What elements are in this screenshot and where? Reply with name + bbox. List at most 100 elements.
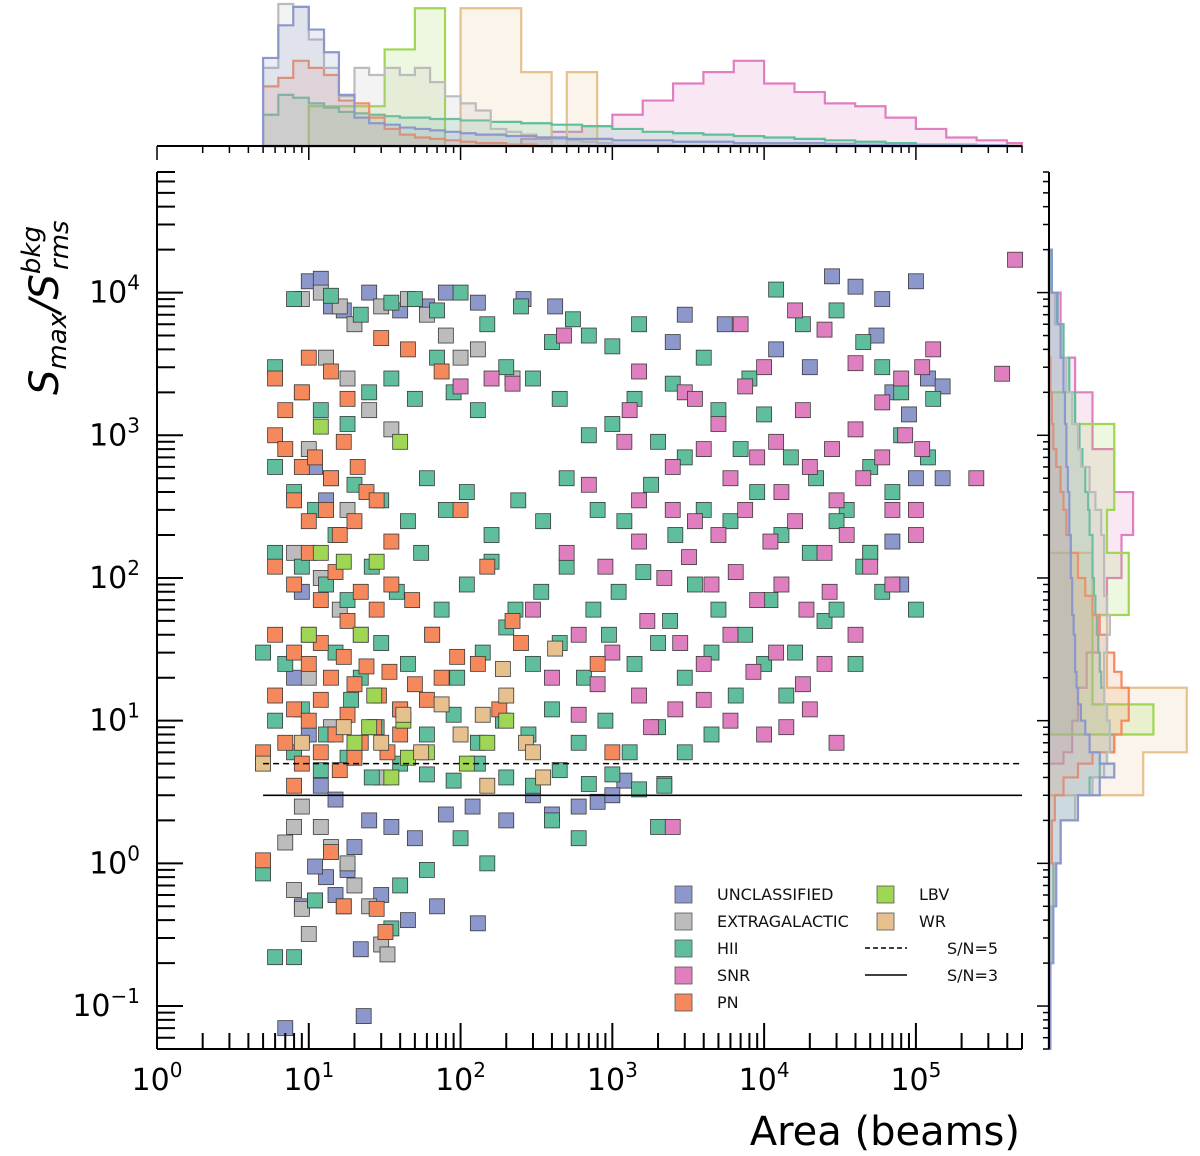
point-snr: [768, 644, 785, 661]
point-hii: [551, 762, 568, 779]
point-snr: [897, 427, 914, 444]
point-snr: [604, 644, 621, 661]
point-snr: [483, 370, 500, 387]
point-hii: [749, 484, 766, 500]
point-unclassified: [361, 284, 378, 301]
legend-item-s-n-3: S/N=3: [865, 966, 998, 985]
point-pn: [449, 648, 466, 665]
point-extragalactic: [469, 341, 486, 358]
point-snr: [925, 341, 942, 358]
point-extragalactic: [293, 798, 310, 815]
point-snr: [787, 513, 804, 530]
point-pn: [418, 691, 435, 708]
point-snr: [756, 726, 773, 743]
point-hii: [925, 390, 942, 407]
point-pn: [277, 441, 294, 458]
point-hii: [312, 762, 329, 779]
point-hii: [756, 406, 773, 423]
point-unclassified: [383, 819, 400, 835]
legend-label: S/N=3: [947, 966, 998, 985]
legend-item-hii: HII: [674, 939, 738, 958]
series-snr: [452, 251, 1023, 835]
point-hii: [406, 291, 423, 308]
point-snr: [816, 544, 833, 561]
point-snr: [838, 527, 855, 543]
point-extragalactic: [379, 946, 396, 963]
point-snr: [664, 501, 681, 518]
point-snr: [722, 712, 739, 729]
y-tick-label: 104: [89, 271, 140, 311]
point-snr: [794, 402, 811, 419]
point-snr: [656, 570, 673, 586]
point-lbv: [300, 626, 317, 643]
point-hii: [710, 402, 727, 419]
point-hii: [604, 338, 621, 355]
point-unclassified: [346, 839, 363, 855]
point-unclassified: [429, 898, 445, 915]
point-hii: [429, 349, 445, 366]
point-hii: [525, 655, 541, 672]
point-snr: [773, 576, 790, 593]
point-wr: [547, 640, 564, 657]
point-snr: [667, 701, 684, 718]
point-wr: [498, 687, 515, 704]
point-unclassified: [824, 268, 840, 285]
point-extragalactic: [300, 669, 317, 686]
point-snr: [643, 719, 659, 736]
point-hii: [513, 298, 529, 315]
point-pn: [323, 470, 339, 487]
point-pn: [349, 459, 366, 475]
point-hii: [418, 470, 435, 487]
x-tick-label: 104: [739, 1058, 790, 1098]
point-extragalactic: [361, 402, 378, 419]
point-hii: [874, 359, 891, 376]
point-pn: [267, 687, 284, 704]
point-unclassified: [884, 533, 901, 550]
point-pn: [293, 459, 310, 475]
point-unclassified: [716, 316, 733, 333]
point-snr: [884, 501, 901, 518]
x-tick-label: 102: [435, 1058, 486, 1098]
point-hii: [576, 669, 592, 686]
point-snr: [908, 527, 924, 543]
point-snr: [756, 359, 773, 376]
point-pn: [335, 898, 352, 915]
point-snr: [727, 564, 744, 580]
point-extragalactic: [312, 819, 329, 835]
point-snr: [722, 470, 739, 487]
series-wr: [255, 640, 564, 794]
point-snr: [884, 576, 901, 593]
point-unclassified: [908, 470, 924, 487]
point-hii: [676, 669, 693, 686]
point-unclassified: [286, 669, 302, 686]
point-unclassified: [406, 830, 423, 847]
point-lbv: [498, 712, 515, 729]
point-snr: [828, 492, 845, 509]
point-unclassified: [589, 793, 606, 810]
point-pn: [286, 576, 302, 593]
point-hii: [558, 558, 575, 575]
point-snr: [908, 501, 924, 518]
point-hii: [768, 281, 785, 298]
point-pn: [331, 762, 348, 779]
point-hii: [452, 830, 469, 847]
legend-swatch: [876, 885, 895, 904]
point-pn: [346, 513, 363, 530]
point-unclassified: [464, 798, 481, 815]
point-unclassified: [934, 378, 951, 395]
legend-item-pn: PN: [674, 993, 739, 1012]
point-hii: [498, 359, 515, 376]
point-snr: [589, 676, 606, 693]
point-hii: [286, 291, 302, 308]
point-hii: [373, 635, 390, 651]
point-pn: [267, 558, 284, 575]
legend-item-wr: WR: [876, 912, 946, 931]
point-pn: [368, 601, 385, 618]
point-snr: [722, 626, 739, 643]
point-hii: [286, 949, 302, 966]
point-hii: [469, 402, 486, 419]
point-pn: [479, 558, 496, 575]
point-unclassified: [570, 798, 587, 815]
point-hii: [339, 592, 356, 608]
point-hii: [828, 302, 845, 319]
